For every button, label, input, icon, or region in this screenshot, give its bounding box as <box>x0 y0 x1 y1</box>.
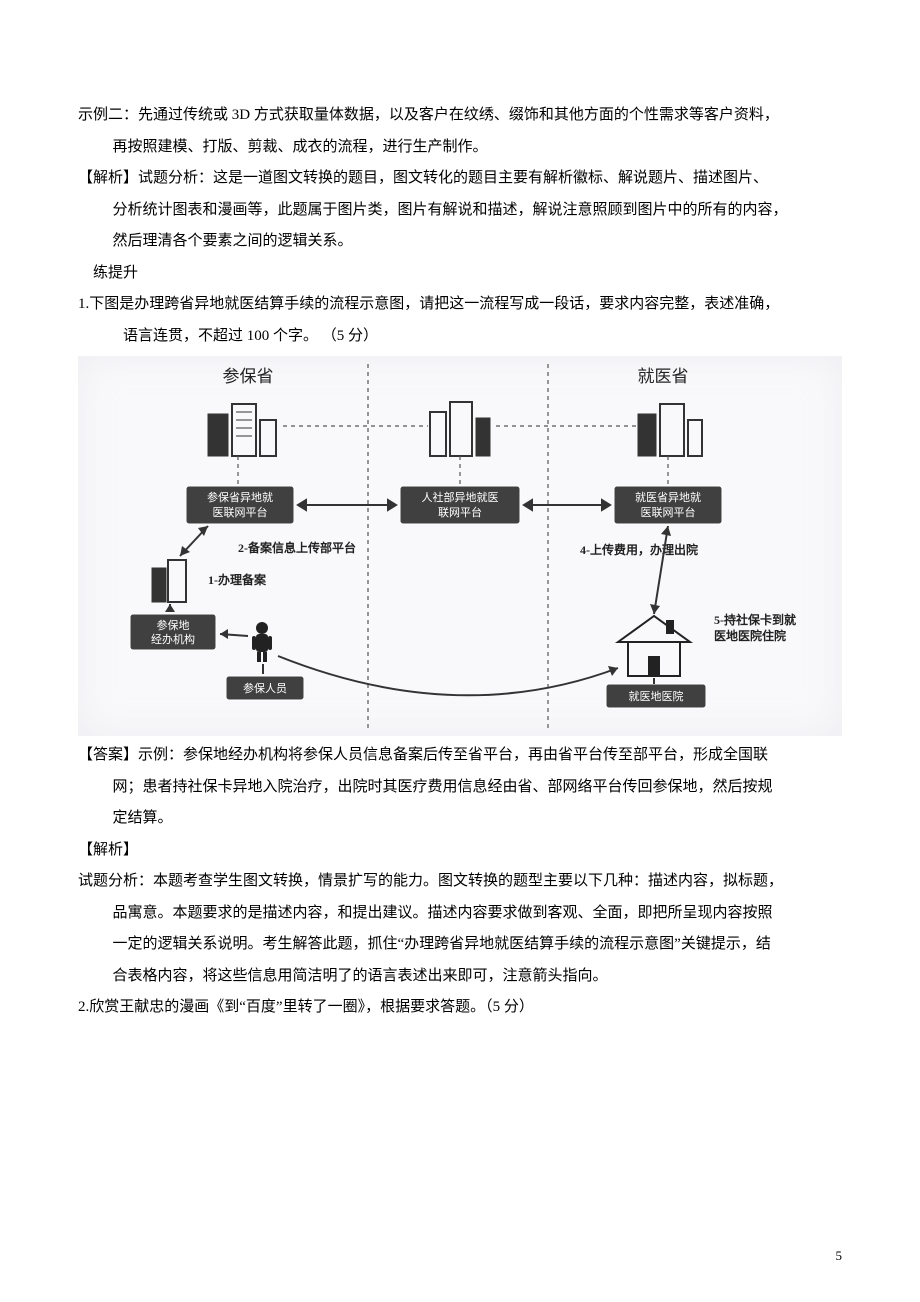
analysis1-line2: 分析统计图表和漫画等，此题属于图片类，图片有解说和描述，解说注意照顾到图片中的所… <box>78 195 842 227</box>
step1-label: 1-办理备案 <box>208 572 267 587</box>
analysis2-line2: 品寓意。本题要求的是描述内容，和提出建议。描述内容要求做到客观、全面，即把所呈现… <box>78 898 842 930</box>
box-org: 参保地 经办机构 <box>130 614 216 650</box>
box-right: 就医省异地就 医联网平台 <box>614 486 722 524</box>
svg-text:人社部异地就医: 人社部异地就医 <box>422 490 499 504</box>
page-number: 5 <box>836 1248 843 1264</box>
house-icon <box>618 616 690 676</box>
box-left: 参保省异地就 医联网平台 <box>186 486 294 524</box>
answer1-line2: 网；患者持社保卡异地入院治疗，出院时其医疗费用信息经由省、部网络平台传回参保地，… <box>78 772 842 804</box>
step2-label: 2-备案信息上传部平台 <box>238 540 356 555</box>
example2-line1: 示例二：先通过传统或 3D 方式获取量体数据，以及客户在纹绣、缀饰和其他方面的个… <box>78 100 842 132</box>
analysis2-line4: 合表格内容，将这些信息用简洁明了的语言表述出来即可，注意箭头指向。 <box>78 961 842 993</box>
svg-text:参保地: 参保地 <box>157 618 190 632</box>
svg-text:参保人员: 参保人员 <box>243 681 287 695</box>
svg-text:就医省异地就: 就医省异地就 <box>635 490 701 504</box>
analysis2-line1: 试题分析：本题考查学生图文转换，情景扩写的能力。图文转换的题型主要以下几种：描述… <box>78 866 842 898</box>
flow-diagram: 参保省 就医省 参保省异地就 医联网平 <box>78 356 842 736</box>
svg-text:医联网平台: 医联网平台 <box>641 505 696 519</box>
analysis2-head: 【解析】 <box>78 835 842 867</box>
answer1-line3: 定结算。 <box>78 803 842 835</box>
question1-line2: 语言连贯，不超过 100 个字。 （5 分） <box>78 321 842 353</box>
svg-text:参保省异地就: 参保省异地就 <box>207 490 273 504</box>
step5-label-l2: 医地医院住院 <box>714 628 786 643</box>
analysis1-line3: 然后理清各个要素之间的逻辑关系。 <box>78 226 842 258</box>
svg-text:就医地医院: 就医地医院 <box>629 689 684 703</box>
box-mid: 人社部异地就医 联网平台 <box>400 486 520 524</box>
answer1-line1: 【答案】示例：参保地经办机构将参保人员信息备案后传至省平台，再由省平台传至部平台… <box>78 740 842 772</box>
box-person: 参保人员 <box>226 676 304 700</box>
question2: 2.欣赏王献忠的漫画《到“百度”里转了一圈》，根据要求答题。（5 分） <box>78 992 842 1024</box>
svg-text:联网平台: 联网平台 <box>438 505 482 519</box>
section-heading: 练提升 <box>78 258 842 290</box>
box-hospital: 就医地医院 <box>606 684 706 708</box>
analysis2-line3: 一定的逻辑关系说明。考生解答此题，抓住“办理跨省异地就医结算手续的流程示意图”关… <box>78 929 842 961</box>
svg-text:经办机构: 经办机构 <box>151 632 195 646</box>
step5-label-l1: 5-持社保卡到就 <box>714 612 796 627</box>
analysis1-line1: 【解析】试题分析：这是一道图文转换的题目，图文转化的题目主要有解析徽标、解说题片… <box>78 163 842 195</box>
diagram-title-left: 参保省 <box>223 367 274 386</box>
example2-line2: 再按照建模、打版、剪裁、成衣的流程，进行生产制作。 <box>78 132 842 164</box>
step4-label: 4-上传费用，办理出院 <box>580 542 698 557</box>
person-icon <box>252 622 272 662</box>
question1-line1: 1.下图是办理跨省异地就医结算手续的流程示意图，请把这一流程写成一段话，要求内容… <box>78 289 842 321</box>
diagram-title-right: 就医省 <box>638 367 689 386</box>
svg-text:医联网平台: 医联网平台 <box>213 505 268 519</box>
